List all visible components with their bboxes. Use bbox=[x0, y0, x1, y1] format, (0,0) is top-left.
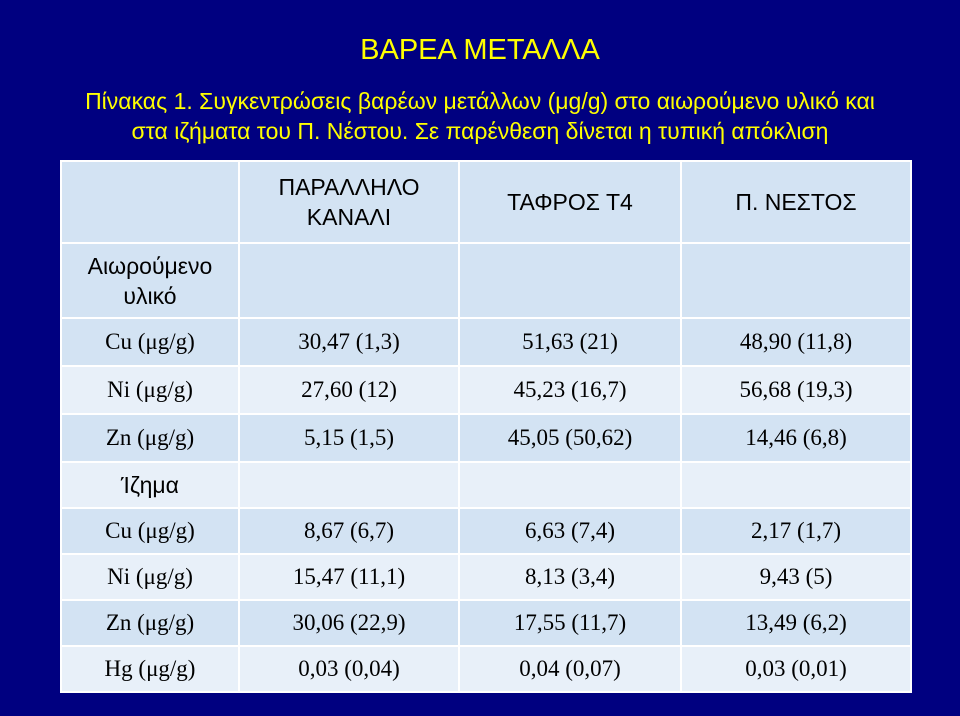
value-cell: 56,68 (19,3) bbox=[680, 365, 912, 415]
table-caption: Πίνακας 1. Συγκεντρώσεις βαρέων μετάλλων… bbox=[0, 86, 960, 146]
value-cell: 15,47 (11,1) bbox=[238, 553, 460, 601]
column-header-line: ΠΑΡΑΛΛΗΛΟ bbox=[278, 174, 420, 200]
row-label: Hg (μg/g) bbox=[60, 645, 240, 693]
row-label: Zn (μg/g) bbox=[60, 413, 240, 463]
row-label: Ni (μg/g) bbox=[60, 365, 240, 415]
empty-cell bbox=[458, 242, 682, 319]
table-row: Zn (μg/g) 5,15 (1,5) 45,05 (50,62) 14,46… bbox=[60, 413, 912, 463]
value-cell: 8,13 (3,4) bbox=[458, 553, 682, 601]
section-row-sediment: Ίζημα bbox=[60, 461, 912, 509]
column-header-nestos-river: Π. ΝΕΣΤΟΣ bbox=[680, 160, 912, 244]
empty-cell bbox=[238, 242, 460, 319]
row-label: Ni (μg/g) bbox=[60, 553, 240, 601]
value-cell: 51,63 (21) bbox=[458, 317, 682, 367]
value-cell: 2,17 (1,7) bbox=[680, 507, 912, 555]
table-row: Hg (μg/g) 0,03 (0,04) 0,04 (0,07) 0,03 (… bbox=[60, 645, 912, 693]
value-cell: 0,03 (0,04) bbox=[238, 645, 460, 693]
value-cell: 0,03 (0,01) bbox=[680, 645, 912, 693]
value-cell: 6,63 (7,4) bbox=[458, 507, 682, 555]
empty-cell bbox=[458, 461, 682, 509]
value-cell: 9,43 (5) bbox=[680, 553, 912, 601]
empty-cell bbox=[238, 461, 460, 509]
slide-title: ΒΑΡΕΑ ΜΕΤΑΛΛΑ bbox=[360, 34, 600, 66]
value-cell: 0,04 (0,07) bbox=[458, 645, 682, 693]
value-cell: 27,60 (12) bbox=[238, 365, 460, 415]
section-label-line: υλικό bbox=[123, 282, 177, 309]
table-row: Ni (μg/g) 15,47 (11,1) 8,13 (3,4) 9,43 (… bbox=[60, 553, 912, 601]
value-cell: 30,06 (22,9) bbox=[238, 599, 460, 647]
row-label: Cu (μg/g) bbox=[60, 507, 240, 555]
table-header-row: ΠΑΡΑΛΛΗΛΟ ΚΑΝΑΛΙ ΤΑΦΡΟΣ Τ4 Π. ΝΕΣΤΟΣ bbox=[60, 160, 912, 244]
caption-line-1: Πίνακας 1. Συγκεντρώσεις βαρέων μετάλλων… bbox=[85, 88, 875, 114]
row-label: Cu (μg/g) bbox=[60, 317, 240, 367]
value-cell: 5,15 (1,5) bbox=[238, 413, 460, 463]
value-cell: 45,05 (50,62) bbox=[458, 413, 682, 463]
header-corner-cell bbox=[60, 160, 240, 244]
table-row: Zn (μg/g) 30,06 (22,9) 17,55 (11,7) 13,4… bbox=[60, 599, 912, 647]
table-row: Cu (μg/g) 30,47 (1,3) 51,63 (21) 48,90 (… bbox=[60, 317, 912, 367]
value-cell: 17,55 (11,7) bbox=[458, 599, 682, 647]
value-cell: 13,49 (6,2) bbox=[680, 599, 912, 647]
value-cell: 14,46 (6,8) bbox=[680, 413, 912, 463]
column-header-parallel-channel: ΠΑΡΑΛΛΗΛΟ ΚΑΝΑΛΙ bbox=[238, 160, 460, 244]
table-row: Cu (μg/g) 8,67 (6,7) 6,63 (7,4) 2,17 (1,… bbox=[60, 507, 912, 555]
section-row-suspended: Αιωρούμενο υλικό bbox=[60, 242, 912, 319]
section-label-suspended: Αιωρούμενο υλικό bbox=[60, 242, 240, 319]
column-header-line: ΚΑΝΑΛΙ bbox=[306, 204, 392, 230]
empty-cell bbox=[680, 461, 912, 509]
value-cell: 48,90 (11,8) bbox=[680, 317, 912, 367]
table-row: Ni (μg/g) 27,60 (12) 45,23 (16,7) 56,68 … bbox=[60, 365, 912, 415]
caption-line-2: στα ιζήματα του Π. Νέστου. Σε παρένθεση … bbox=[131, 118, 829, 144]
heavy-metals-table: ΠΑΡΑΛΛΗΛΟ ΚΑΝΑΛΙ ΤΑΦΡΟΣ Τ4 Π. ΝΕΣΤΟΣ Αιω… bbox=[60, 160, 912, 693]
value-cell: 30,47 (1,3) bbox=[238, 317, 460, 367]
value-cell: 8,67 (6,7) bbox=[238, 507, 460, 555]
value-cell: 45,23 (16,7) bbox=[458, 365, 682, 415]
column-header-trench-t4: ΤΑΦΡΟΣ Τ4 bbox=[458, 160, 682, 244]
row-label: Zn (μg/g) bbox=[60, 599, 240, 647]
empty-cell bbox=[680, 242, 912, 319]
section-label-line: Αιωρούμενο bbox=[87, 252, 213, 279]
section-label-sediment: Ίζημα bbox=[60, 461, 240, 509]
